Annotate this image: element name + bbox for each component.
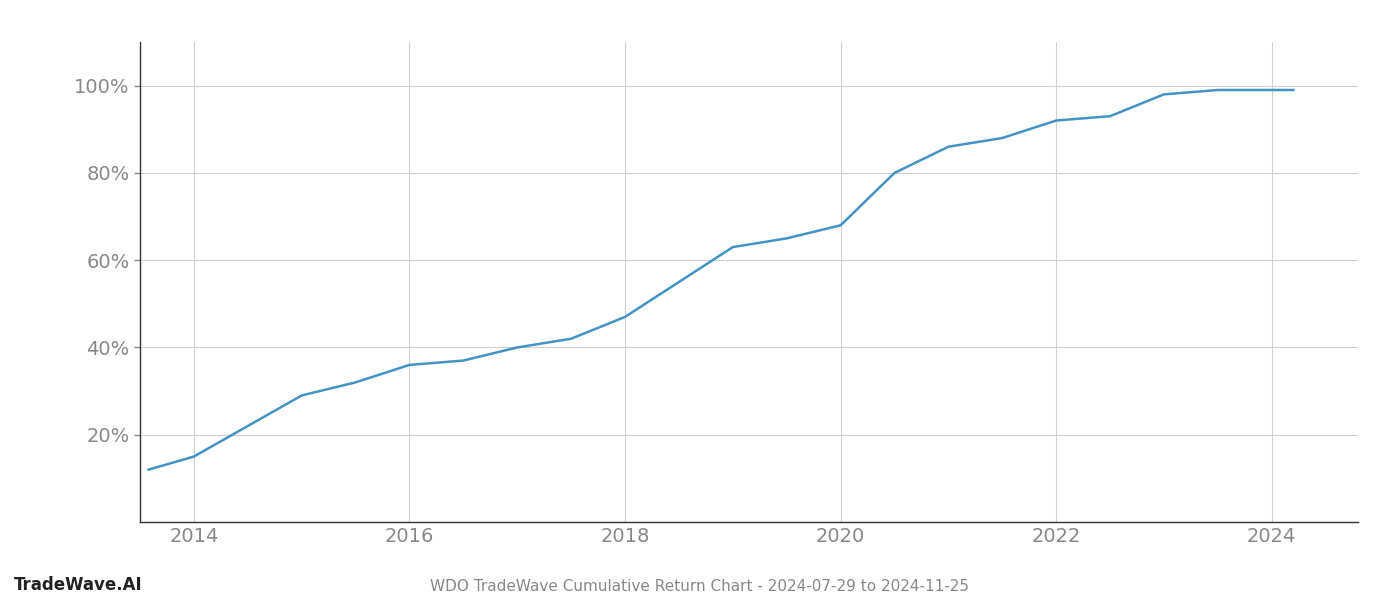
Text: TradeWave.AI: TradeWave.AI: [14, 576, 143, 594]
Text: WDO TradeWave Cumulative Return Chart - 2024-07-29 to 2024-11-25: WDO TradeWave Cumulative Return Chart - …: [431, 579, 969, 594]
